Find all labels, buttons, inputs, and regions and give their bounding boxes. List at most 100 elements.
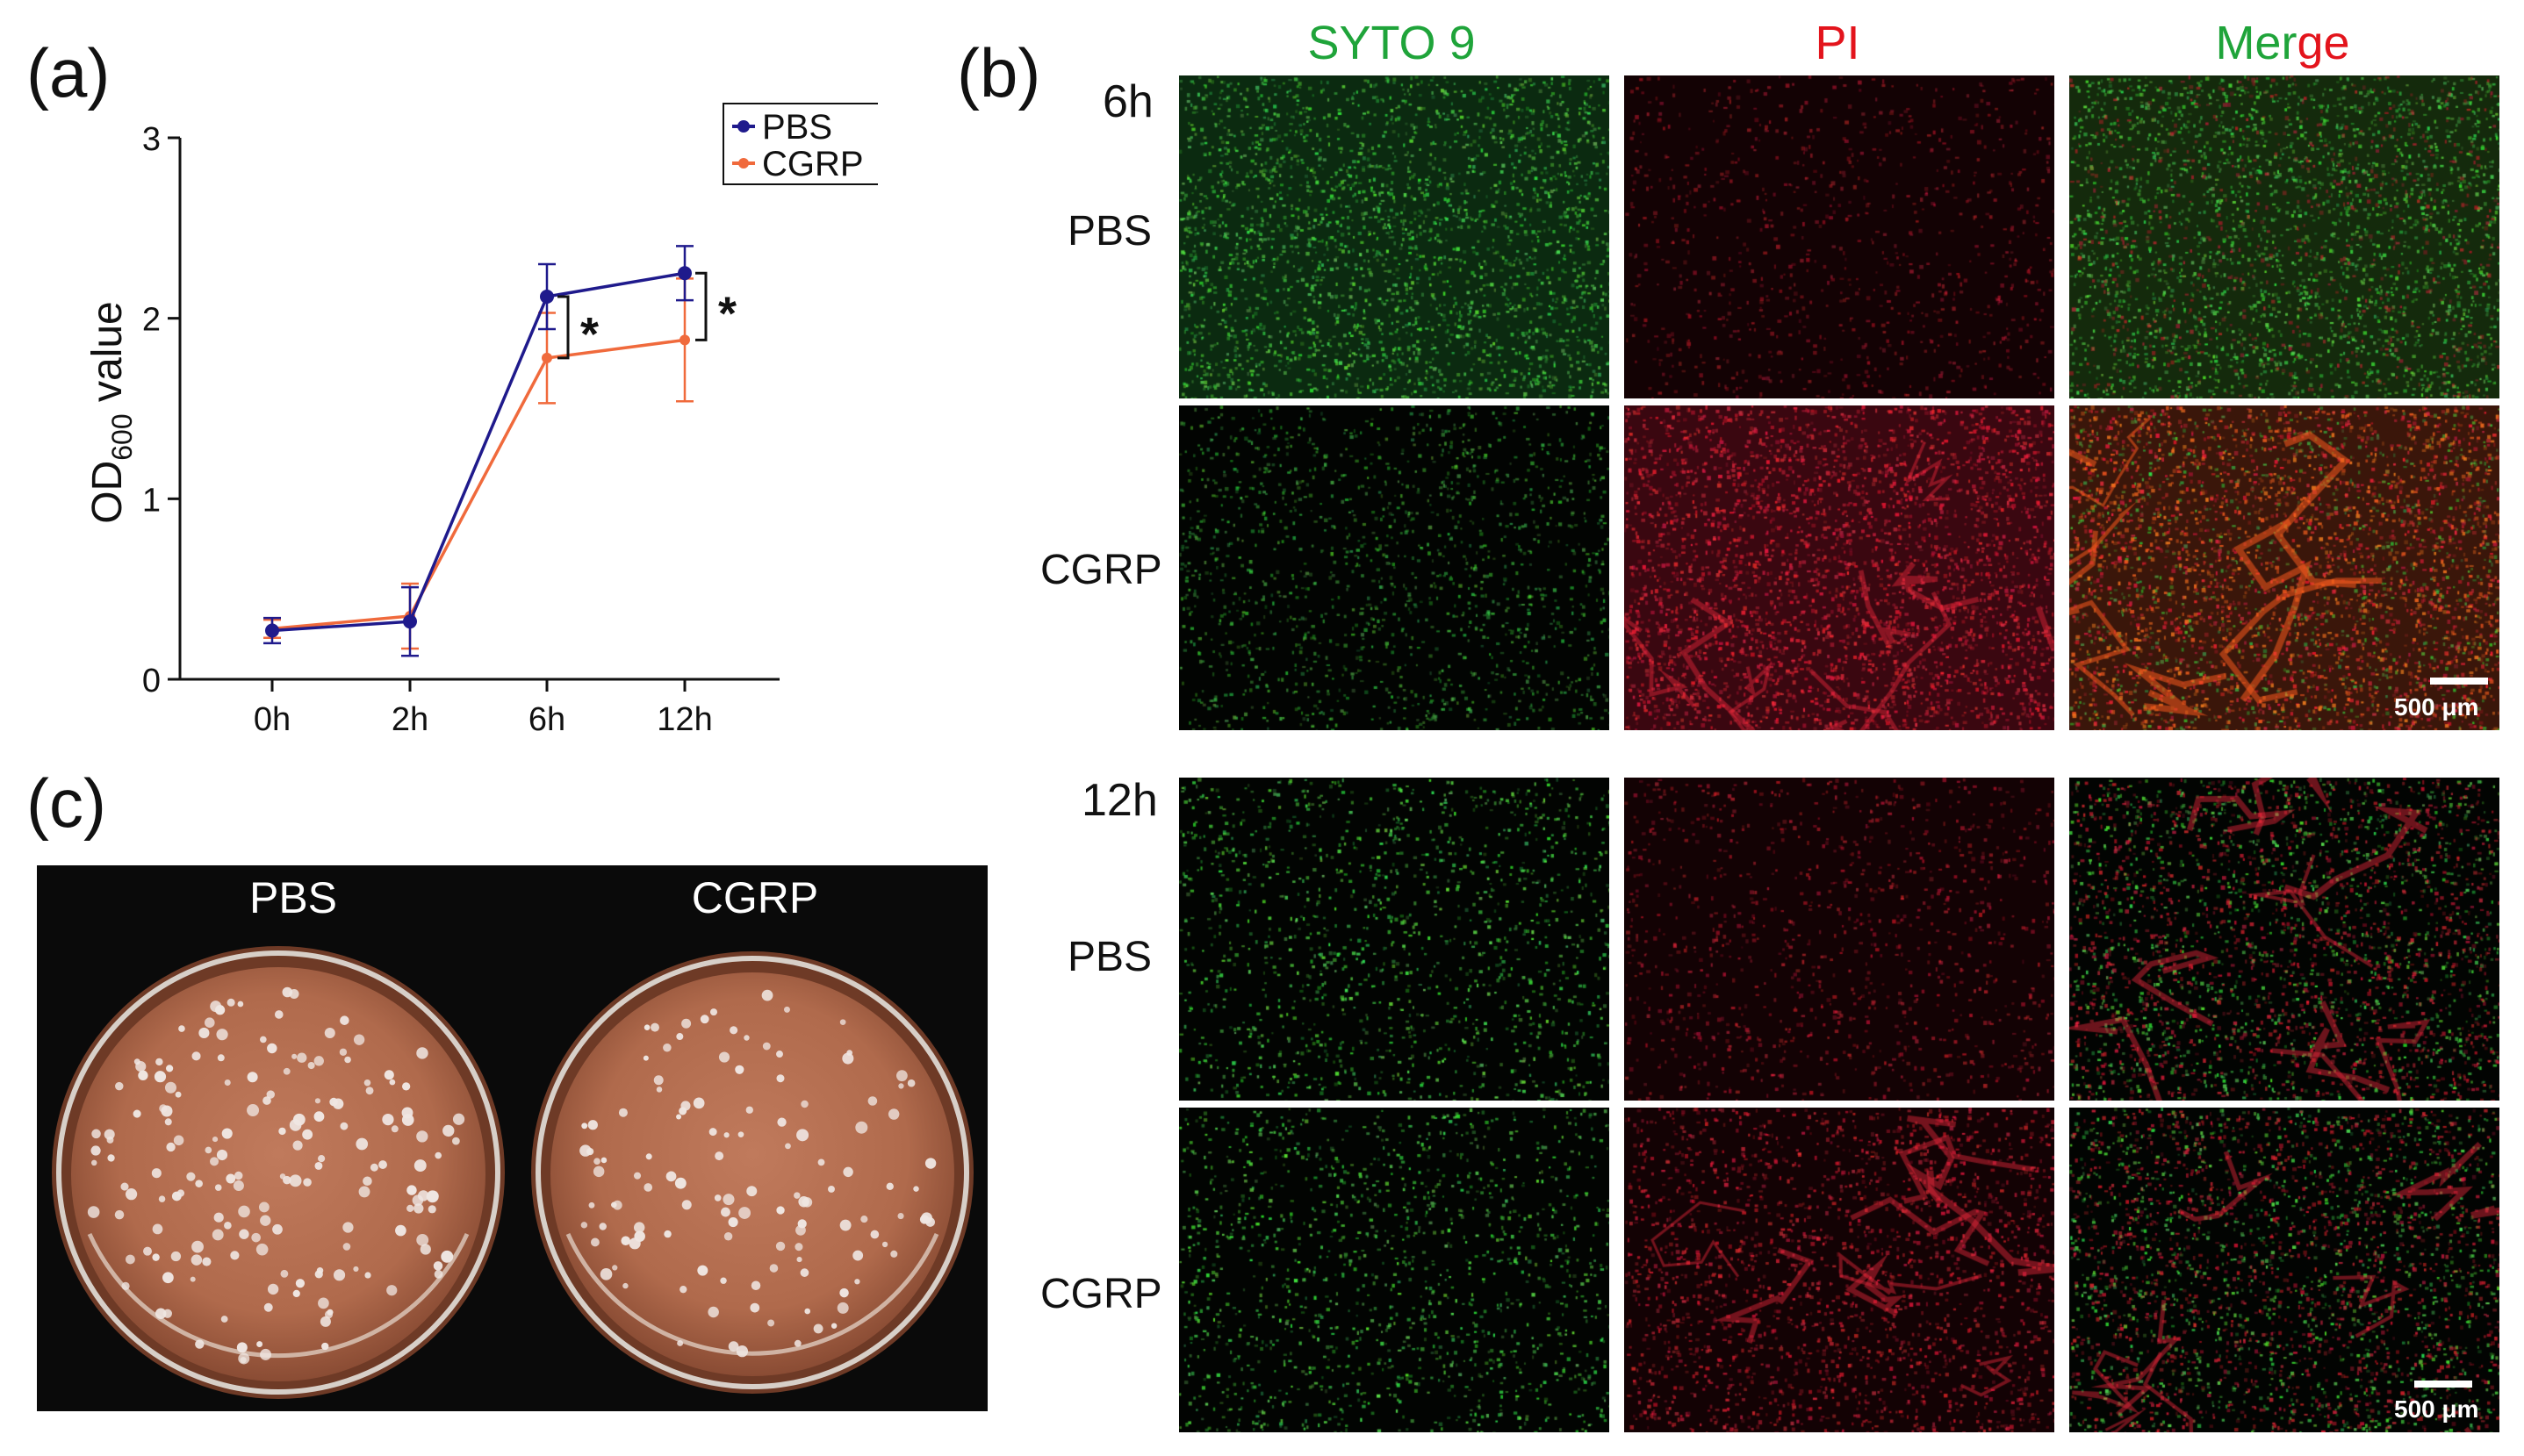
colony <box>435 1151 442 1159</box>
colony <box>280 1269 289 1278</box>
colony <box>895 1070 908 1082</box>
colony <box>283 1067 291 1075</box>
colony <box>406 1204 414 1212</box>
colony <box>238 1205 250 1218</box>
colony <box>303 1178 312 1187</box>
colony <box>365 1087 374 1095</box>
colony <box>313 1056 324 1066</box>
y-axis-label-main: OD <box>84 461 131 524</box>
colony <box>395 1224 406 1237</box>
colony <box>651 1022 659 1032</box>
significance-bracket <box>557 295 570 360</box>
colony <box>709 1008 718 1016</box>
colony <box>744 1035 750 1041</box>
colony <box>317 1155 326 1163</box>
colony <box>794 1339 802 1347</box>
colony <box>767 1319 775 1327</box>
colony <box>708 1128 717 1137</box>
y-tick-label: 0 <box>142 663 161 699</box>
colony <box>881 1241 888 1248</box>
colony <box>656 1087 663 1093</box>
colony <box>266 1090 276 1099</box>
colony <box>386 1285 398 1296</box>
series-line-cgrp <box>271 338 686 631</box>
colony <box>224 1222 232 1230</box>
colony <box>867 1096 878 1106</box>
colony <box>175 1091 182 1098</box>
colony <box>162 1272 174 1284</box>
row-label-6h-pbs: PBS <box>1068 208 1153 255</box>
colony <box>340 1122 349 1130</box>
colony <box>839 1287 849 1298</box>
colony <box>258 1201 270 1213</box>
y-axis-label-sub: 600 <box>106 413 138 460</box>
colony <box>715 1151 724 1161</box>
colony <box>870 1230 880 1239</box>
significance-bracket <box>695 271 708 341</box>
legend-box <box>723 103 878 185</box>
colony <box>314 1161 323 1170</box>
colony <box>888 1108 900 1120</box>
colony <box>785 1143 791 1150</box>
micro-12h-pbs-syto9 <box>1179 778 1609 1101</box>
colony <box>202 1257 212 1266</box>
colony <box>898 1083 904 1089</box>
colony <box>158 1195 166 1202</box>
colony <box>316 1266 324 1274</box>
colony <box>629 1237 641 1250</box>
colony <box>720 1277 727 1284</box>
legend-pbs-label: PBS <box>762 108 832 147</box>
colony <box>171 1191 182 1201</box>
colony <box>152 1253 160 1261</box>
colony <box>237 1001 244 1008</box>
colony <box>842 1052 854 1065</box>
colony <box>745 1106 753 1114</box>
colony <box>342 1222 354 1233</box>
colony <box>384 1070 394 1080</box>
colony <box>295 1279 306 1288</box>
panel-label-a: (a) <box>26 34 111 111</box>
colony <box>401 1082 411 1091</box>
colony <box>260 1348 272 1360</box>
data-point-pbs <box>678 266 692 281</box>
colony <box>653 1075 664 1086</box>
micro-6h-pbs-pi <box>1624 75 2054 398</box>
colony <box>289 1174 302 1187</box>
colony <box>839 1219 852 1231</box>
colony <box>452 1137 460 1145</box>
colony <box>282 986 293 998</box>
colony <box>178 1025 185 1032</box>
colony <box>195 1180 203 1187</box>
colony <box>730 1026 738 1035</box>
colony <box>700 1015 709 1024</box>
data-point-cgrp <box>542 352 552 363</box>
micrograph-canvas <box>1179 75 1609 398</box>
colony <box>233 1180 244 1191</box>
colony <box>587 1120 598 1130</box>
colony <box>775 1241 786 1252</box>
colony <box>428 1190 439 1201</box>
colony <box>680 1101 691 1111</box>
time-label-6h: 6h <box>1103 76 1154 127</box>
micrograph-canvas <box>1624 405 2054 730</box>
colony <box>783 1006 790 1013</box>
merge-label-green: Mer <box>2215 17 2297 69</box>
colony <box>221 1128 233 1139</box>
colony <box>256 1341 263 1348</box>
colony <box>313 1111 325 1122</box>
colony <box>162 1309 172 1318</box>
colony <box>274 1010 284 1019</box>
colony <box>735 1065 744 1074</box>
colony <box>416 1130 428 1143</box>
x-tick-label: 2h <box>392 701 428 738</box>
time-label-12h: 12h <box>1082 775 1158 826</box>
colony <box>406 1185 417 1195</box>
colony <box>247 1072 258 1083</box>
colony <box>428 1205 436 1214</box>
colony <box>125 1188 138 1201</box>
colony <box>378 1160 387 1170</box>
colony <box>173 1135 184 1146</box>
colony <box>138 1070 148 1080</box>
micro-12h-cgrp-pi <box>1624 1108 2054 1432</box>
colony <box>321 1342 329 1351</box>
